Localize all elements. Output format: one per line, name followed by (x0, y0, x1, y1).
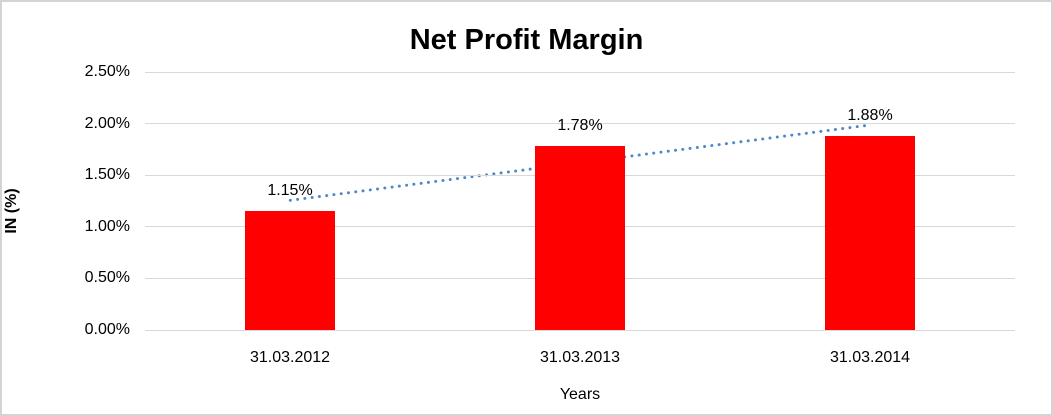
x-category-label: 31.03.2012 (249, 349, 331, 366)
y-tick-label: 1.00% (84, 217, 130, 235)
y-tick-label: 0.00% (84, 321, 130, 338)
bar-data-label: 1.15% (267, 182, 313, 200)
chart-title: Net Profit Margin (409, 24, 644, 56)
bar-data-label: 1.78% (557, 117, 603, 135)
bar-31.03.2013 (535, 146, 625, 330)
bar-data-label: 1.88% (847, 106, 893, 124)
y-tick-label: 1.50% (84, 166, 130, 184)
y-tick-label: 2.50% (84, 63, 130, 80)
y-tick-label: 2.00% (84, 114, 130, 132)
y-tick-label: 0.50% (84, 269, 130, 287)
gridline (145, 123, 1015, 125)
gridline (145, 71, 1015, 73)
bar-31.03.2014 (825, 135, 915, 330)
x-category-label: 31.03.2014 (829, 349, 911, 366)
x-category-label: 31.03.2013 (539, 349, 621, 366)
x-axis-title: Years (559, 386, 601, 403)
gridline (145, 329, 1015, 331)
bar-31.03.2012 (245, 211, 335, 330)
